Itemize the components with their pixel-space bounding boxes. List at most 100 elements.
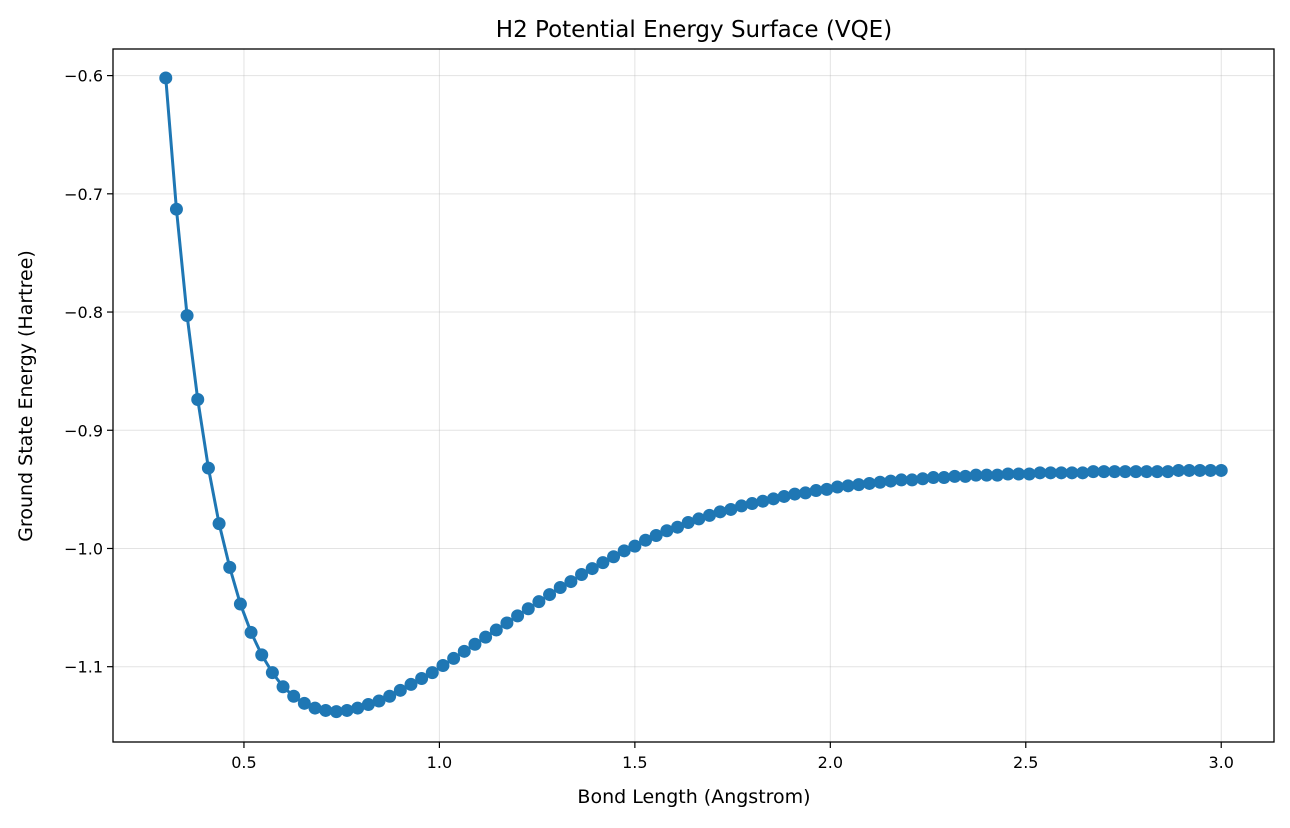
axis-ticks: 0.5 1.0 1.5 2.0 2.5 3.0 −1.1 −1.0 −0.9 −0.8 −0.7 −0… <box>64 67 1234 772</box>
data-point <box>926 471 940 485</box>
data-point <box>383 689 397 703</box>
data-point <box>884 474 898 488</box>
data-point <box>329 705 343 719</box>
chart-title: H2 Potential Energy Surface (VQE) <box>496 17 892 43</box>
y-tick-label: −0.7 <box>64 185 103 204</box>
data-point <box>425 666 439 680</box>
data-point <box>201 461 215 475</box>
data-point <box>702 508 716 522</box>
data-point <box>447 651 461 665</box>
data-point <box>308 701 322 715</box>
data-point <box>1022 467 1036 481</box>
data-point <box>777 489 791 503</box>
data-point <box>681 515 695 529</box>
data-point <box>575 567 589 581</box>
data-point <box>543 588 557 602</box>
data-point <box>1161 465 1175 479</box>
data-point <box>1150 465 1164 479</box>
data-point <box>596 556 610 570</box>
data-point <box>820 482 834 496</box>
data-point <box>1193 463 1207 477</box>
data-point <box>393 683 407 697</box>
data-point <box>436 659 450 673</box>
data-point <box>905 473 919 487</box>
data-point <box>628 539 642 553</box>
data-point <box>1086 465 1100 479</box>
data-point <box>1097 465 1111 479</box>
data-point <box>713 505 727 519</box>
x-tick-label: 0.5 <box>231 753 256 772</box>
data-point <box>734 499 748 513</box>
data-point <box>948 469 962 483</box>
data-point <box>1033 466 1047 480</box>
data-point <box>1108 465 1122 479</box>
x-tick-label: 3.0 <box>1209 753 1234 772</box>
data-point <box>500 616 514 630</box>
data-point <box>660 524 674 538</box>
data-point <box>873 475 887 489</box>
data-point <box>169 202 183 216</box>
y-tick-label: −0.8 <box>64 303 103 322</box>
data-point <box>159 71 173 85</box>
y-axis-label: Ground State Energy (Hartree) <box>15 250 37 542</box>
data-point <box>862 476 876 490</box>
data-point <box>830 480 844 494</box>
data-point <box>756 494 770 508</box>
data-point <box>319 703 333 717</box>
data-point <box>233 597 247 611</box>
data-point <box>1044 466 1058 480</box>
data-point <box>180 309 194 323</box>
data-point <box>244 625 258 639</box>
data-point <box>351 701 365 715</box>
x-tick-label: 1.5 <box>622 753 647 772</box>
data-point <box>191 393 205 407</box>
data-point <box>724 502 738 516</box>
plot-area <box>159 71 1228 719</box>
data-point <box>553 580 567 594</box>
data-point <box>532 595 546 609</box>
data-point <box>1012 467 1026 481</box>
data-point <box>916 472 930 486</box>
data-point <box>404 677 418 691</box>
data-point <box>1065 466 1079 480</box>
x-axis-label: Bond Length (Angstrom) <box>577 786 810 808</box>
data-point <box>457 644 471 658</box>
data-point <box>852 478 866 492</box>
data-point <box>489 623 503 637</box>
data-point <box>287 689 301 703</box>
data-point <box>255 648 269 662</box>
data-point <box>1118 465 1132 479</box>
data-point <box>745 497 759 511</box>
data-point <box>223 560 237 574</box>
data-point <box>671 520 685 534</box>
x-tick-label: 1.0 <box>427 753 452 772</box>
data-point <box>766 492 780 506</box>
data-point <box>607 550 621 564</box>
data-point <box>692 512 706 526</box>
data-point <box>958 469 972 483</box>
data-point <box>788 487 802 501</box>
data-point <box>415 672 429 686</box>
y-tick-label: −0.9 <box>64 421 103 440</box>
data-point <box>969 468 983 482</box>
data-point <box>649 528 663 542</box>
data-point <box>798 486 812 500</box>
data-point <box>212 517 226 531</box>
data-point <box>479 630 493 644</box>
data-point <box>1140 465 1154 479</box>
data-point <box>1001 467 1015 481</box>
data-point <box>1129 465 1143 479</box>
data-point <box>1204 463 1218 477</box>
data-point <box>297 696 311 710</box>
data-point <box>276 680 290 694</box>
data-point <box>265 666 279 680</box>
data-point <box>511 609 525 623</box>
y-tick-label: −1.0 <box>64 539 103 558</box>
data-point <box>1172 463 1186 477</box>
x-tick-label: 2.0 <box>818 753 843 772</box>
y-tick-label: −0.6 <box>64 67 103 86</box>
data-point <box>372 694 386 708</box>
